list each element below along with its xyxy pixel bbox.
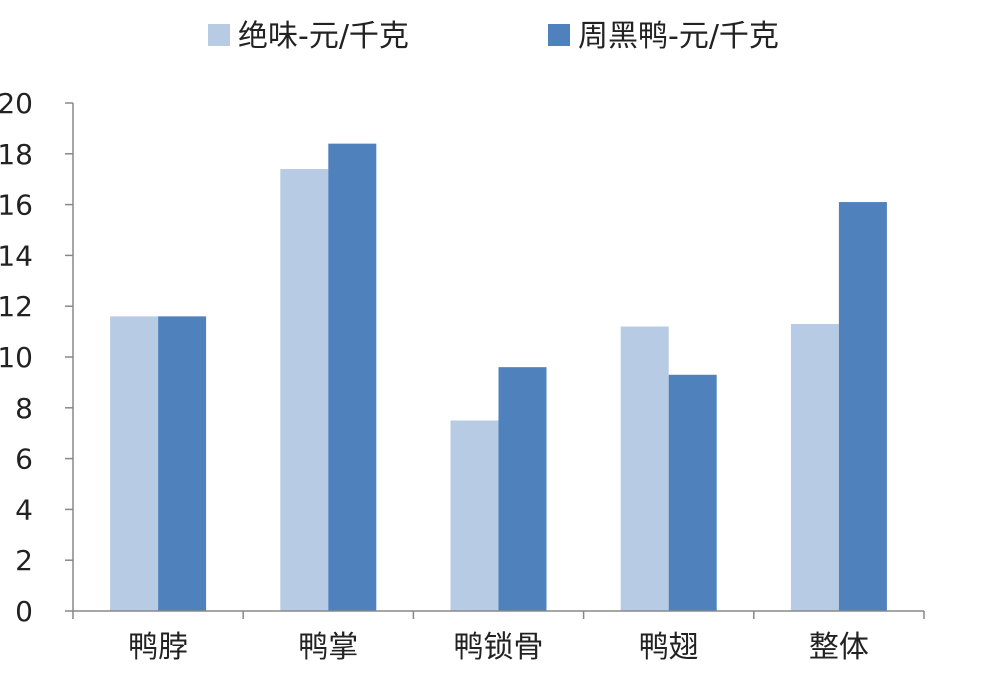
y-tick-label: 14 bbox=[0, 239, 33, 272]
legend-label-series-1: 绝味-元/千克 bbox=[238, 19, 409, 54]
x-tick-label: 鸭掌 bbox=[298, 630, 358, 665]
y-tick-label: 0 bbox=[15, 595, 33, 628]
x-tick-label: 鸭翅 bbox=[639, 630, 699, 665]
bar-series-1-category-5 bbox=[790, 323, 839, 611]
y-tick-label: 12 bbox=[0, 290, 33, 323]
legend: 绝味-元/千克 周黑鸭-元/千克 bbox=[208, 19, 779, 54]
bar-series-1-category-4 bbox=[620, 326, 669, 611]
legend-swatch-series-1 bbox=[208, 24, 230, 46]
bar-series-2-category-4 bbox=[668, 374, 717, 611]
bar-series-2-category-5 bbox=[838, 202, 887, 611]
bar-series-1-category-1 bbox=[110, 316, 159, 611]
bar-series-2-category-2 bbox=[328, 143, 377, 611]
y-tick-label: 10 bbox=[0, 341, 33, 374]
legend-label-series-2: 周黑鸭-元/千克 bbox=[578, 19, 779, 54]
axes bbox=[72, 103, 925, 619]
bars bbox=[110, 143, 887, 612]
bar-series-2-category-3 bbox=[498, 367, 547, 611]
y-tick-label: 18 bbox=[0, 138, 33, 171]
y-tick-label: 20 bbox=[0, 87, 33, 120]
x-tick-label: 整体 bbox=[809, 630, 869, 665]
y-tick-label: 8 bbox=[15, 392, 33, 425]
bar-series-1-category-2 bbox=[280, 169, 329, 612]
x-tick-label: 鸭锁骨 bbox=[454, 630, 544, 665]
x-tick-label: 鸭脖 bbox=[128, 630, 188, 665]
y-tick-label: 2 bbox=[15, 544, 33, 577]
x-axis-labels: 鸭脖 鸭掌 鸭锁骨 鸭翅 整体 bbox=[128, 630, 869, 665]
y-tick-label: 16 bbox=[0, 189, 33, 222]
y-tick-label: 6 bbox=[15, 443, 33, 476]
y-tick-label: 4 bbox=[15, 493, 33, 526]
legend-swatch-series-2 bbox=[548, 24, 570, 46]
y-axis-ticks: 0 2 4 6 8 10 12 14 16 18 20 bbox=[0, 87, 73, 628]
bar-series-1-category-3 bbox=[450, 420, 499, 611]
bar-series-2-category-1 bbox=[158, 316, 207, 611]
